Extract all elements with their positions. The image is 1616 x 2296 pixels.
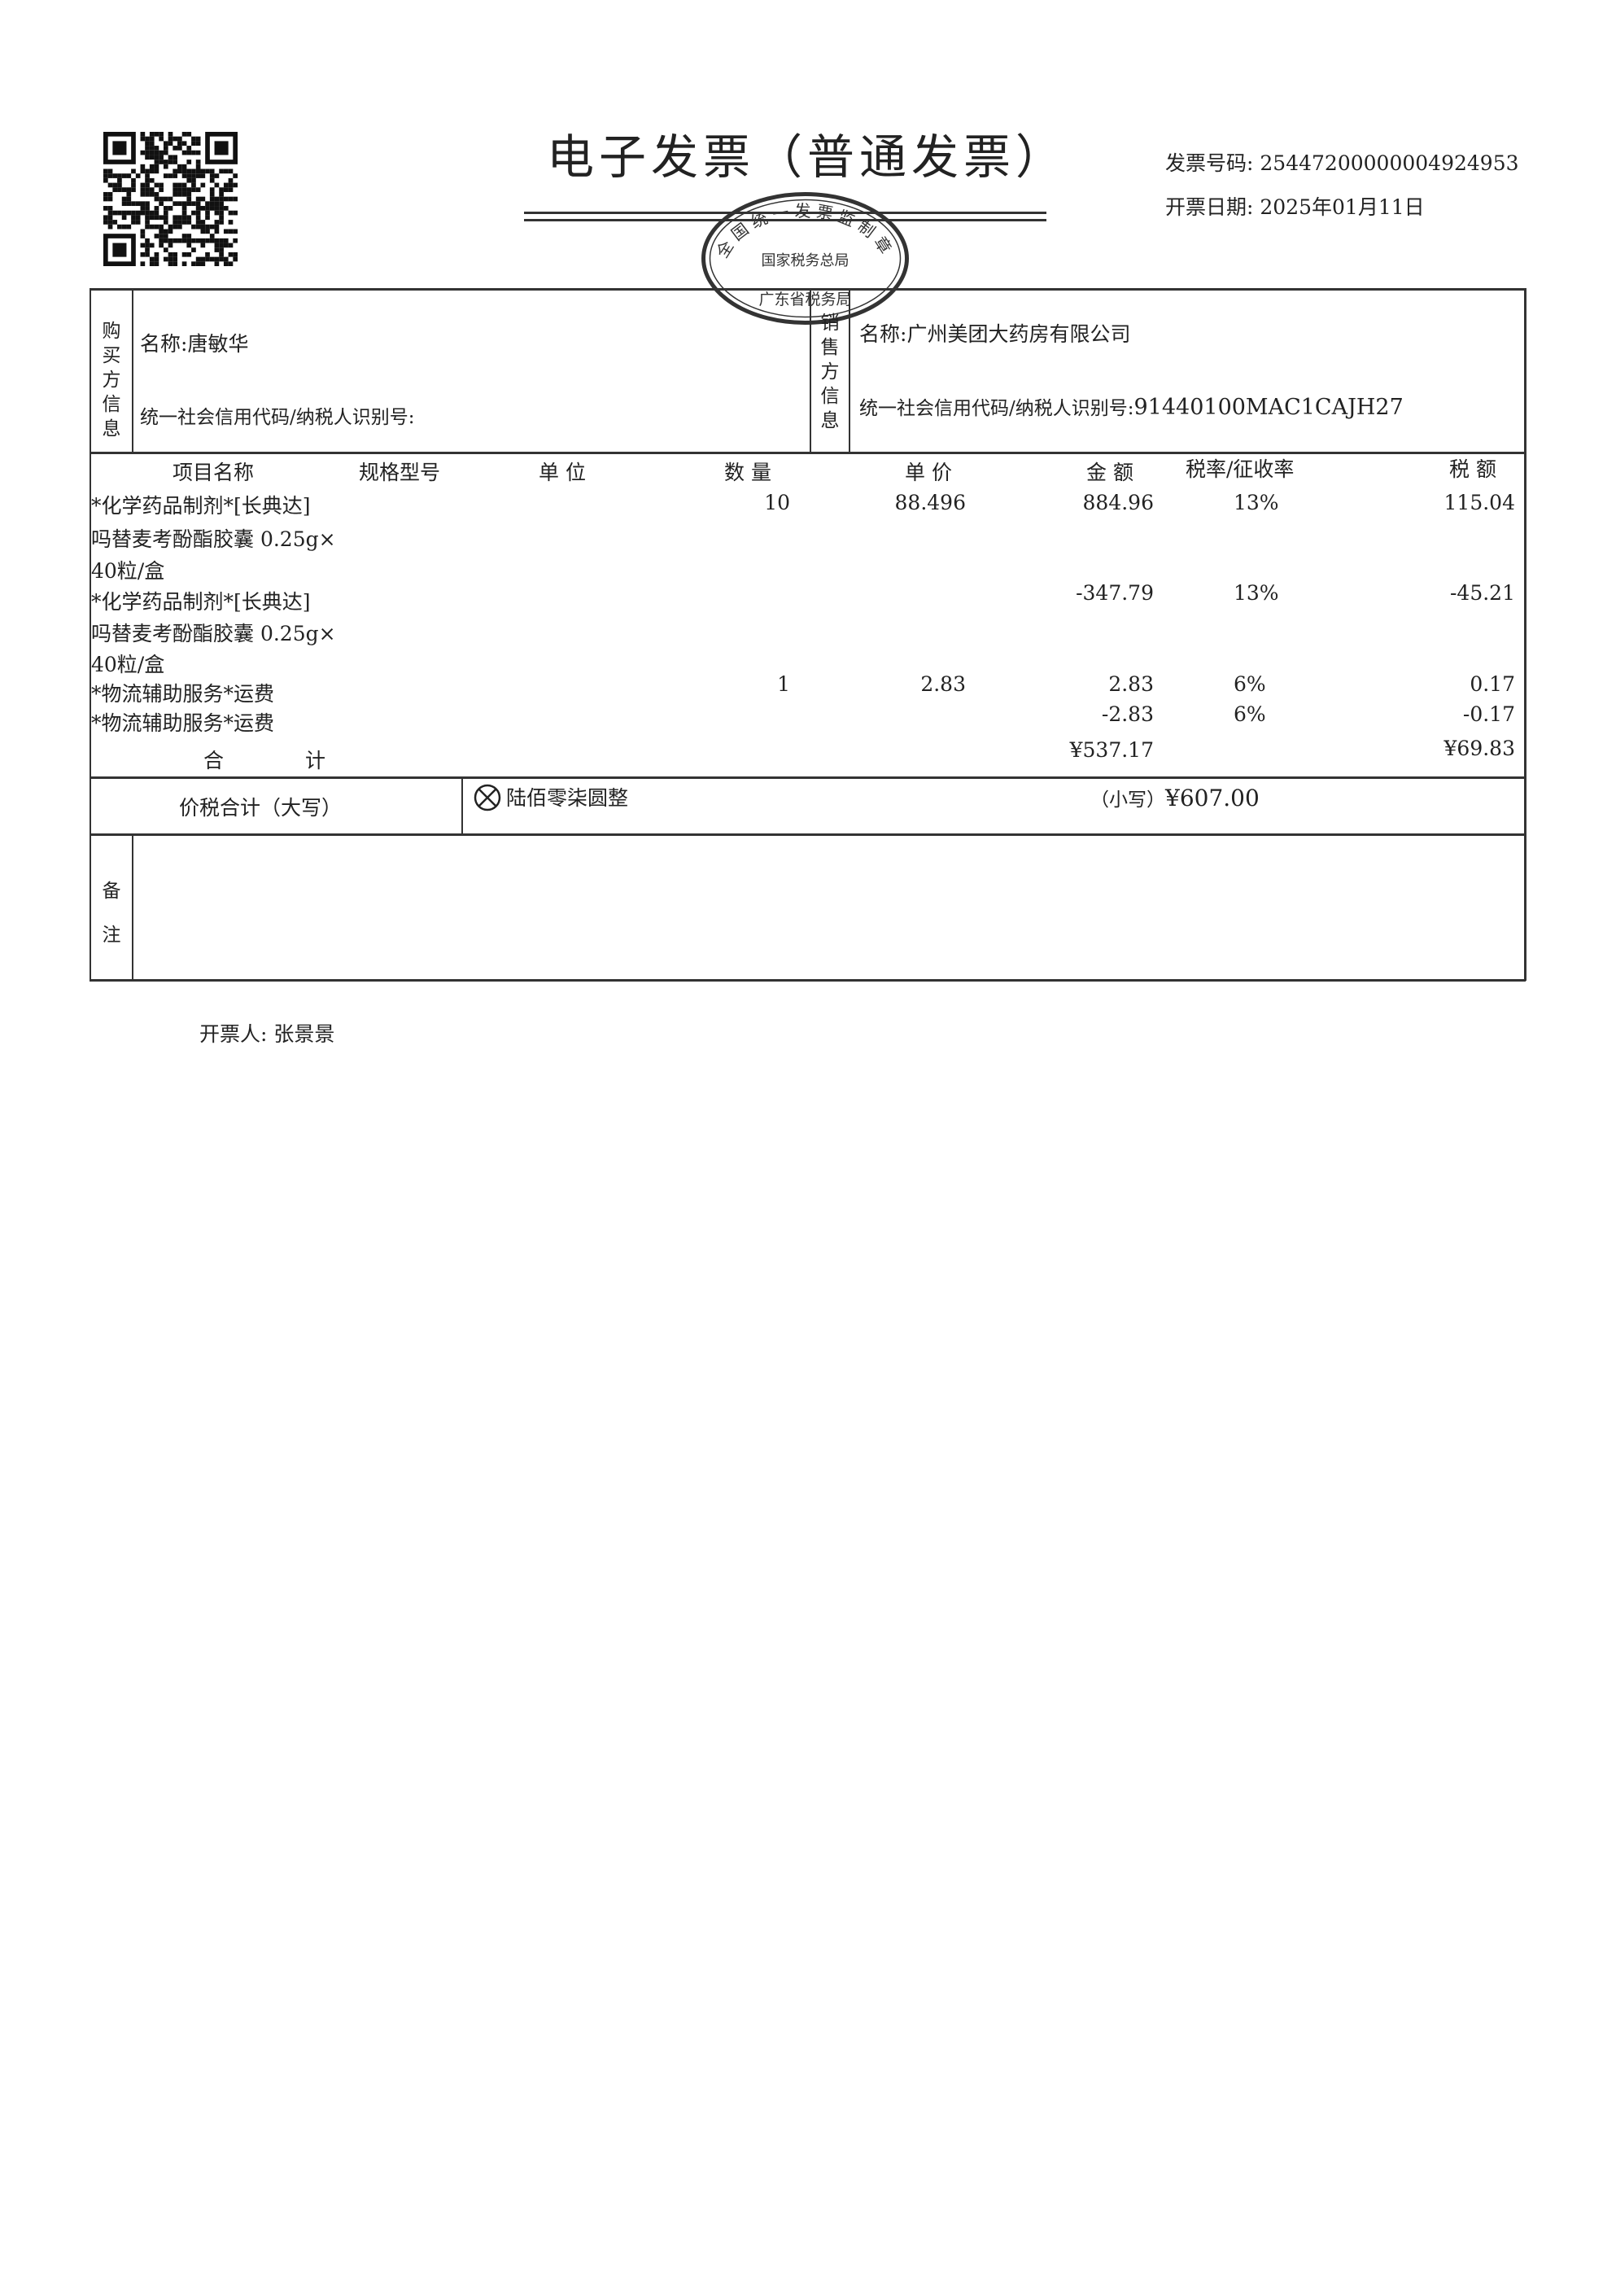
column-header-unit: 单 位 [539, 461, 586, 484]
item-quantity: 10 [764, 491, 790, 514]
item-name-line: 40粒/盒 [91, 559, 165, 583]
total-amount-words: 陆佰零柒圆整 [506, 786, 629, 810]
item-name-line: *物流辅助服务*运费 [91, 682, 275, 706]
invoice-title: 电子发票（普通发票） [547, 129, 1068, 185]
circle-x-icon [474, 784, 501, 811]
item-tax: -0.17 [1462, 702, 1515, 726]
item-name-line: 吗替麦考酚酯胶囊 0.25g× [91, 527, 336, 551]
item-tax: 0.17 [1470, 672, 1515, 696]
buyer-name-label: 名称: [140, 332, 188, 356]
title-underline [524, 212, 1046, 214]
column-header-spec: 规格型号 [359, 461, 441, 484]
issue-date: 开票日期: 2025年01月11日 [1165, 195, 1425, 220]
total-label: 价税合计（大写） [179, 796, 343, 820]
buyer-name: 名称:唐敏华 [140, 332, 248, 356]
item-name-line: 40粒/盒 [91, 653, 165, 676]
column-header-unit-price: 单 价 [905, 461, 952, 484]
seller-name-label: 名称: [859, 322, 907, 346]
remarks-label: 备注 [102, 881, 121, 946]
title-underline [524, 219, 1046, 221]
invoice-number-label: 发票号码: [1165, 151, 1254, 175]
invoice-number: 发票号码: 25447200000004924953 [1165, 151, 1519, 176]
item-unit-price: 88.496 [894, 491, 966, 514]
buyer-tax-id: 统一社会信用代码/纳税人识别号: [140, 405, 415, 430]
total-amount-value: ¥607.00 [1165, 785, 1260, 811]
item-unit-price: 2.83 [920, 672, 966, 696]
issuer-label: 开票人: [199, 1022, 268, 1046]
column-header-tax: 税 额 [1449, 457, 1496, 481]
item-tax: 115.04 [1443, 491, 1515, 514]
subtotal-label: 合 计 [203, 749, 326, 772]
invoice-number-value: 25447200000004924953 [1260, 151, 1519, 175]
item-amount: -2.83 [1101, 702, 1154, 726]
buyer-name-value: 唐敏华 [187, 332, 249, 356]
item-name-line: 吗替麦考酚酯胶囊 0.25g× [91, 622, 336, 645]
item-tax-rate: 13% [1234, 491, 1279, 514]
seller-tax-id-label: 统一社会信用代码/纳税人识别号: [859, 398, 1134, 419]
svg-text:国家税务总局: 国家税务总局 [762, 252, 849, 269]
item-name-line: *物流辅助服务*运费 [91, 711, 275, 735]
item-tax-rate: 13% [1234, 581, 1279, 605]
total-small-label: （小写） [1090, 789, 1165, 811]
issue-date-value: 2025年01月11日 [1260, 195, 1425, 219]
item-amount: 884.96 [1082, 491, 1154, 514]
item-tax-rate: 6% [1234, 672, 1266, 696]
subtotal-amount: ¥537.17 [1069, 738, 1154, 762]
column-header-tax-rate: 税率/征收率 [1186, 457, 1295, 481]
item-name-line: *化学药品制剂*[长典达] [91, 590, 311, 614]
item-name-line: *化学药品制剂*[长典达] [91, 494, 311, 518]
seller-tax-id-value: 91440100MAC1CAJH27 [1133, 395, 1404, 420]
item-amount: 2.83 [1108, 672, 1154, 696]
column-header-item-name: 项目名称 [173, 461, 255, 484]
subtotal-tax: ¥69.83 [1443, 737, 1515, 760]
tax-seal-stamp: 全国统一发票监制章 国家税务总局 广东省税务局 [701, 192, 909, 325]
seller-section-label: 销售方信息 [820, 313, 840, 431]
seller-name-value: 广州美团大药房有限公司 [906, 322, 1131, 346]
item-amount: -347.79 [1076, 581, 1154, 605]
svg-text:广东省税务局: 广东省税务局 [758, 291, 851, 308]
item-quantity: 1 [777, 672, 790, 696]
seller-name: 名称:广州美团大药房有限公司 [859, 322, 1130, 347]
issue-date-label: 开票日期: [1165, 195, 1254, 219]
column-header-quantity: 数 量 [724, 461, 771, 484]
buyer-tax-id-label: 统一社会信用代码/纳税人识别号: [140, 407, 415, 428]
item-tax-rate: 6% [1234, 702, 1266, 726]
item-tax: -45.21 [1449, 581, 1515, 605]
column-header-amount: 金 额 [1086, 461, 1133, 484]
issuer-name: 张景景 [273, 1022, 335, 1046]
buyer-section-label: 购买方信息 [102, 321, 121, 440]
qr-code [103, 132, 238, 266]
issuer: 开票人: 张景景 [199, 1022, 334, 1047]
total-amount: （小写）¥607.00 [1090, 785, 1260, 814]
seller-tax-id: 统一社会信用代码/纳税人识别号:91440100MAC1CAJH27 [859, 395, 1404, 422]
